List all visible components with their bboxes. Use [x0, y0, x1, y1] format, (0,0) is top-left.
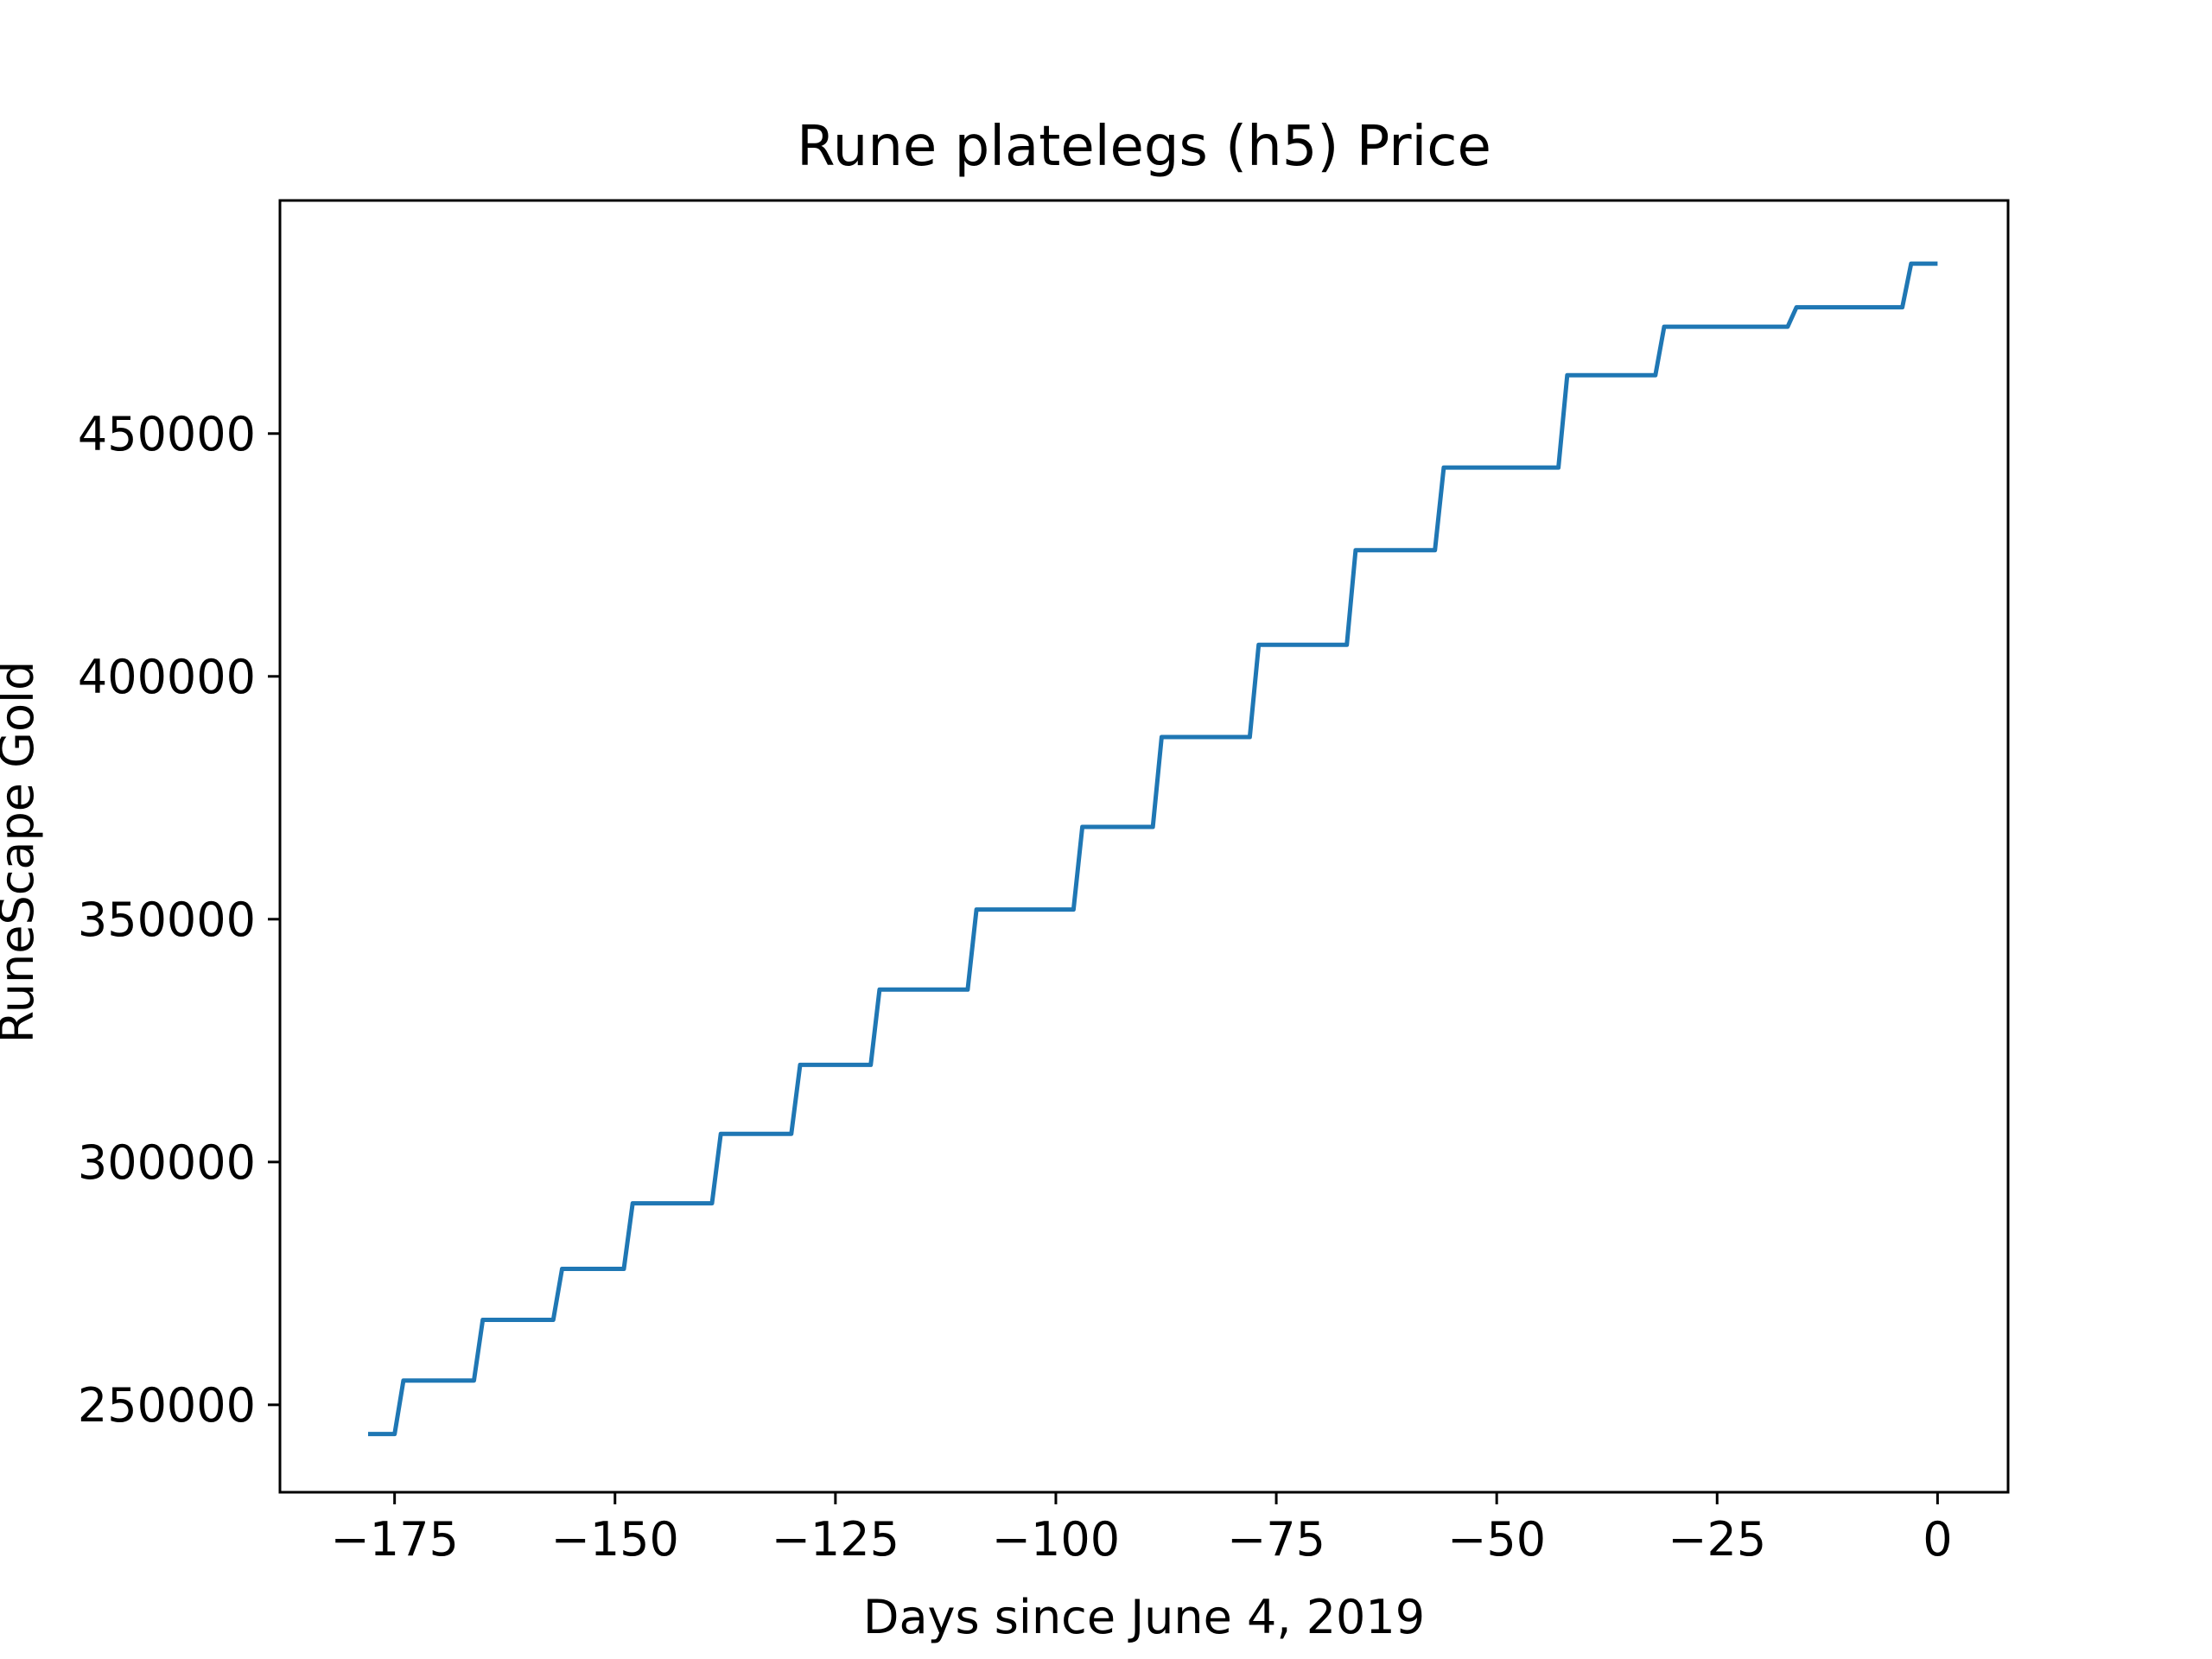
y-tick-label: 400000	[78, 650, 256, 704]
x-tick-label: −100	[992, 1512, 1120, 1567]
x-tick-label: 0	[1923, 1512, 1952, 1567]
x-axis-label: Days since June 4, 2019	[863, 1590, 1425, 1644]
plot-frame	[278, 199, 2010, 1494]
series-line-0	[368, 261, 1938, 1437]
y-axis-ticks: 250000 300000 350000 400000 450000	[78, 407, 280, 1433]
x-tick-label: −125	[772, 1512, 899, 1567]
y-axis-label: RuneScape Gold	[0, 661, 44, 1044]
x-tick-label: −175	[330, 1512, 458, 1567]
chart-title: Rune platelegs (h5) Price	[797, 115, 1491, 179]
plot-area	[278, 199, 2010, 1494]
x-tick-label: −150	[551, 1512, 679, 1567]
x-tick-label: −50	[1447, 1512, 1546, 1567]
y-tick-label: 250000	[78, 1378, 256, 1433]
y-tick-label: 350000	[78, 893, 256, 947]
x-tick-label: −25	[1668, 1512, 1766, 1567]
y-tick-label: 300000	[78, 1135, 256, 1190]
x-tick-label: −75	[1227, 1512, 1325, 1567]
y-tick-label: 450000	[78, 407, 256, 461]
x-axis-ticks: −175 −150 −125 −100 −75 −50 −25 0	[330, 1492, 1953, 1567]
